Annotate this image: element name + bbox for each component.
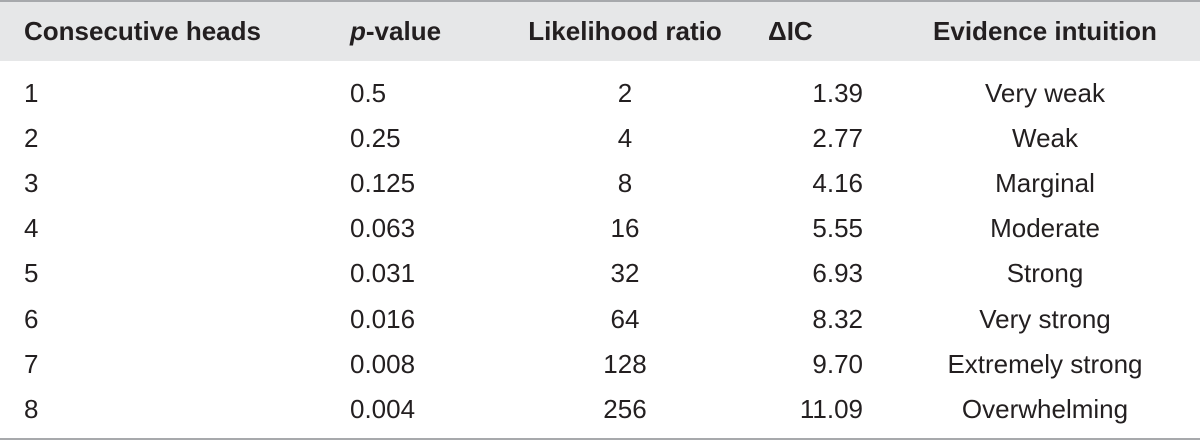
cell-p-value: 0.016 — [350, 304, 416, 334]
table-row: 2 0.25 4 2.77 Weak — [0, 115, 1200, 161]
cell-evidence: Marginal — [995, 168, 1095, 198]
table-row: 7 0.008 128 9.70 Extremely strong — [0, 341, 1200, 387]
cell-evidence: Very strong — [979, 304, 1111, 334]
cell-delta-ic: 6.93 — [812, 258, 863, 288]
cell-p-value: 0.125 — [350, 168, 416, 198]
cell-evidence: Overwhelming — [961, 394, 1129, 424]
cell-p-value: 0.063 — [350, 213, 416, 243]
cell-evidence: Weak — [1012, 123, 1078, 153]
cell-heads: 8 — [24, 394, 39, 424]
cell-delta-ic: 5.55 — [812, 213, 863, 243]
table-row: 3 0.125 8 4.16 Marginal — [0, 160, 1200, 206]
cell-evidence: Very weak — [985, 78, 1105, 108]
table-row: 4 0.063 16 5.55 Moderate — [0, 205, 1200, 251]
cell-heads: 1 — [24, 78, 39, 108]
cell-heads: 6 — [24, 304, 39, 334]
cell-delta-ic: 4.16 — [812, 168, 863, 198]
header-delta-ic: ΔIC — [768, 16, 813, 46]
table-row: 8 0.004 256 11.09 Overwhelming — [0, 386, 1200, 432]
cell-likelihood-ratio: 2 — [617, 78, 633, 108]
cell-delta-ic: 2.77 — [812, 123, 863, 153]
header-p-value: p-value — [350, 2, 441, 61]
cell-heads: 3 — [24, 168, 39, 198]
cell-p-value: 0.008 — [350, 349, 416, 379]
cell-likelihood-ratio: 32 — [610, 258, 640, 288]
cell-likelihood-ratio: 256 — [603, 394, 647, 424]
cell-likelihood-ratio: 4 — [617, 123, 633, 153]
cell-likelihood-ratio: 128 — [603, 349, 647, 379]
header-p-italic: p — [350, 16, 366, 46]
header-consecutive-heads: Consecutive heads — [24, 16, 261, 46]
cell-delta-ic: 9.70 — [812, 349, 863, 379]
cell-likelihood-ratio: 64 — [610, 304, 640, 334]
cell-delta-ic: 8.32 — [812, 304, 863, 334]
table-row: 6 0.016 64 8.32 Very strong — [0, 296, 1200, 342]
table-header: Consecutive heads p-value Likelihood rat… — [0, 0, 1200, 61]
header-evidence-intuition: Evidence intuition — [933, 16, 1157, 46]
cell-likelihood-ratio: 16 — [610, 213, 640, 243]
cell-evidence: Extremely strong — [947, 349, 1143, 379]
cell-p-value: 0.25 — [350, 123, 401, 153]
cell-heads: 7 — [24, 349, 39, 379]
cell-evidence: Strong — [1006, 258, 1084, 288]
cell-delta-ic: 1.39 — [812, 78, 863, 108]
cell-p-value: 0.004 — [350, 394, 416, 424]
cell-evidence: Moderate — [990, 213, 1100, 243]
header-p-rest: -value — [365, 16, 442, 46]
cell-heads: 5 — [24, 258, 39, 288]
header-likelihood-ratio: Likelihood ratio — [528, 16, 722, 46]
cell-p-value: 0.031 — [350, 258, 416, 288]
table-row: 1 0.5 2 1.39 Very weak — [0, 70, 1200, 116]
table-bottom-rule — [0, 438, 1200, 440]
cell-likelihood-ratio: 8 — [617, 168, 633, 198]
cell-heads: 4 — [24, 213, 39, 243]
cell-heads: 2 — [24, 123, 39, 153]
cell-delta-ic: 11.09 — [799, 394, 863, 424]
table-row: 5 0.031 32 6.93 Strong — [0, 250, 1200, 296]
cell-p-value: 0.5 — [350, 78, 387, 108]
